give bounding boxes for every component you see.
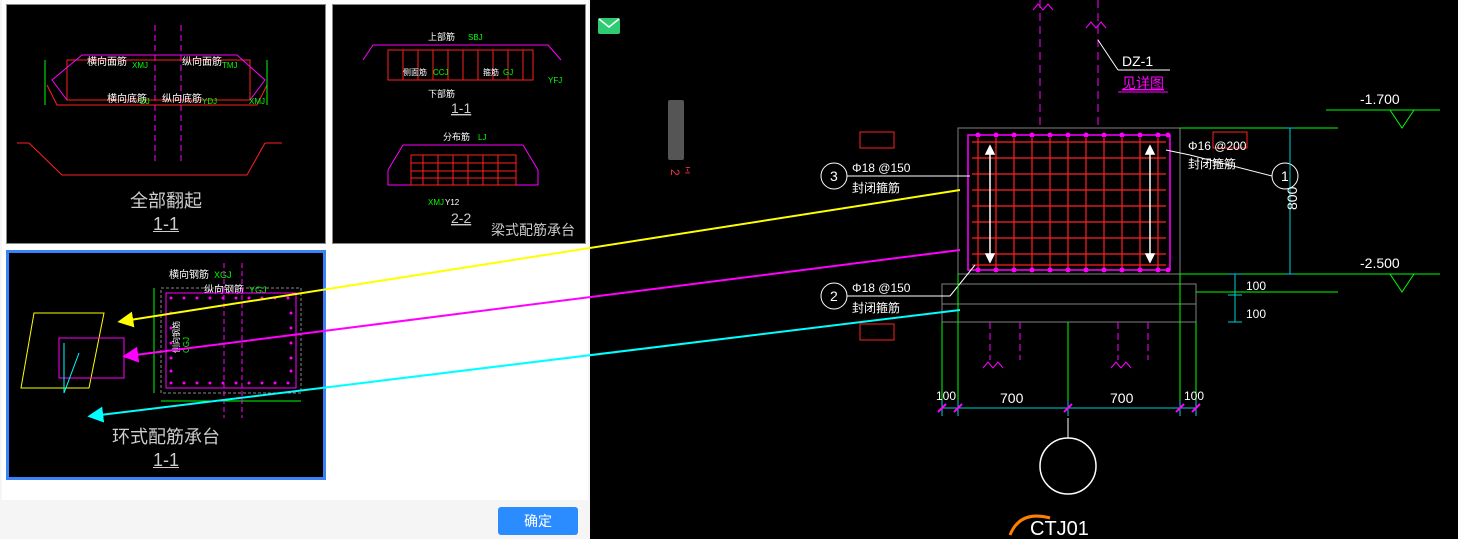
svg-text:侧向钢筋: 侧向钢筋 (171, 321, 181, 353)
dim-h-r: 100 (1184, 389, 1204, 403)
dim-v-step2: 100 (1246, 307, 1266, 321)
callout-2-desc: 封闭箍筋 (852, 300, 900, 315)
callout-2-spec: Φ18 @150 (852, 281, 911, 295)
dim-h-m1: 700 (1000, 390, 1024, 406)
thumb-caption-3: 环式配筋承台 1-1 (9, 426, 323, 471)
callout-1-desc: 封闭箍筋 (1188, 156, 1236, 171)
label-top-bar: 上部筋 (428, 31, 455, 42)
svg-text:分布筋: 分布筋 (443, 131, 470, 142)
label-ydj: YDJ (202, 97, 217, 106)
label-dj: DJ (140, 97, 150, 106)
callout-3-num: 3 (830, 168, 838, 184)
label-xgj: XGJ (214, 270, 232, 280)
message-icon[interactable] (598, 18, 620, 34)
thumb-beam-style[interactable]: 上部筋 SBJ 下部筋 侧面筋 箍筋 CCJ GJ YFJ 1-1 (332, 4, 586, 244)
side-text-2: 2 (668, 169, 682, 176)
label-bot-bar: 下部筋 (428, 88, 455, 99)
thumb-ring-style[interactable]: 横向钢筋 XGJ 纵向钢筋 YGJ (6, 250, 326, 480)
svg-text:XMJ: XMJ (249, 97, 265, 106)
col-label: DZ-1 (1122, 53, 1153, 69)
col-sublabel: 见详图 (1122, 75, 1164, 91)
dim-v-step1: 100 (1246, 279, 1266, 293)
label-zxdj: 纵向底筋 (162, 92, 202, 105)
cad-drawing-view[interactable]: DZ-1 见详图 (690, 0, 1458, 539)
thumb-all-flipped[interactable]: 横向面筋 纵向面筋 横向底筋 纵向底筋 XMJ TMJ DJ YDJ XMJ 全… (6, 4, 326, 244)
template-picker-dialog: 横向面筋 纵向面筋 横向底筋 纵向底筋 XMJ TMJ DJ YDJ XMJ 全… (0, 0, 590, 539)
foundation-label: CTJ01 (1030, 518, 1089, 539)
callout-1-spec: Φ16 @200 (1188, 139, 1247, 153)
label-zxmj: 纵向面筋 (182, 55, 222, 68)
callout-1-num: 1 (1281, 168, 1289, 184)
svg-text:侧面筋: 侧面筋 (403, 67, 427, 77)
thumb1-title: 全部翻起 (130, 191, 202, 211)
dim-v-main: 800 (1284, 186, 1300, 210)
svg-text:GJ: GJ (503, 68, 513, 77)
ok-button[interactable]: 确定 (498, 507, 578, 535)
elev-top: -1.700 (1360, 91, 1400, 107)
svg-text:LJ: LJ (478, 133, 486, 142)
callout-2-num: 2 (830, 288, 838, 304)
dim-h-l: 100 (936, 389, 956, 403)
label-hx: 横向钢筋 (169, 268, 209, 281)
svg-text:YFJ: YFJ (548, 76, 562, 85)
svg-text:Y12: Y12 (445, 198, 460, 207)
dim-h-m2: 700 (1110, 390, 1134, 406)
thumb-area: 横向面筋 纵向面筋 横向底筋 纵向底筋 XMJ TMJ DJ YDJ XMJ 全… (2, 0, 588, 500)
elev-bot: -2.500 (1360, 255, 1400, 271)
thumb3-subtitle: 1-1 (153, 450, 179, 470)
label-gj: 箍筋 (483, 67, 499, 77)
label-xmj2: XMJ (428, 198, 444, 207)
thumb3-title: 环式配筋承台 (112, 427, 220, 447)
label-xmj: XMJ (132, 61, 148, 70)
side-strip: 平 2 (668, 100, 684, 260)
callout-3-spec: Φ18 @150 (852, 161, 911, 175)
thumb1-subtitle: 1-1 (153, 214, 179, 234)
svg-text:CCJ: CCJ (433, 68, 449, 77)
thumb2-title: 梁式配筋承台 (333, 222, 585, 240)
label-hxmj: 横向面筋 (87, 55, 127, 68)
thumb-caption-1: 全部翻起 1-1 (7, 190, 325, 235)
label-tmj: TMJ (222, 61, 238, 70)
qr-code-icon (668, 100, 684, 160)
callout-3-desc: 封闭箍筋 (852, 180, 900, 195)
thumb2-sub1: 1-1 (451, 100, 471, 116)
svg-text:CGJ: CGJ (182, 337, 191, 353)
svg-text:SBJ: SBJ (468, 33, 483, 42)
